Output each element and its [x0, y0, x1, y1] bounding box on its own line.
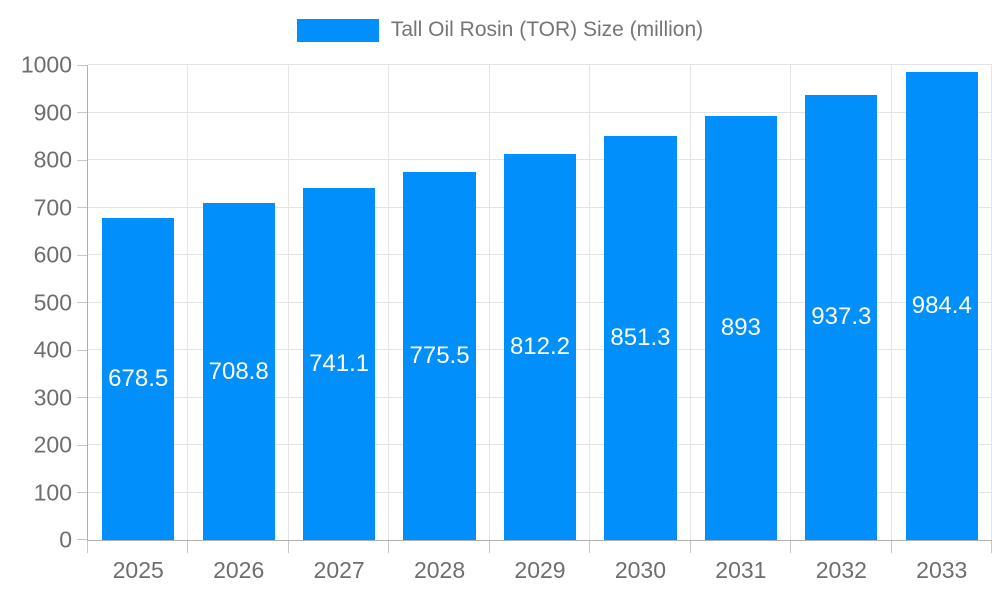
- gridline-vertical: [790, 65, 792, 540]
- bar-2028[interactable]: 775.5: [403, 171, 476, 540]
- bar-value-label: 851.3: [610, 323, 671, 351]
- bar-value-label: 741.1: [309, 349, 370, 377]
- x-axis-label: 2031: [715, 557, 767, 583]
- x-axis-tick: [488, 541, 490, 553]
- gridline-vertical: [589, 65, 591, 540]
- x-axis-label: 2030: [614, 557, 667, 583]
- y-axis-label: 900: [33, 99, 72, 125]
- bar-2031[interactable]: 893: [704, 115, 778, 540]
- x-axis-tick: [890, 541, 892, 553]
- y-axis-label: 700: [33, 194, 72, 220]
- bar-2026[interactable]: 708.8: [202, 203, 275, 540]
- y-axis-tick: [77, 112, 87, 113]
- gridline-vertical: [890, 65, 892, 540]
- y-axis-label: 800: [33, 146, 72, 173]
- y-axis-label: 300: [33, 384, 72, 410]
- x-axis-label: 2032: [815, 557, 867, 583]
- gridline-horizontal: [88, 64, 992, 65]
- legend-swatch: [296, 18, 379, 42]
- bar-value-label: 984.4: [911, 292, 972, 320]
- x-axis-label: 2028: [413, 557, 466, 583]
- gridline-vertical: [388, 65, 390, 540]
- gridline-vertical: [287, 65, 289, 540]
- bar-value-label: 678.5: [108, 364, 169, 392]
- y-axis-label: 1000: [20, 51, 72, 78]
- x-axis-label: 2025: [112, 557, 164, 583]
- x-axis-tick: [991, 541, 992, 553]
- y-axis-label: 600: [33, 241, 72, 268]
- y-axis-tick: [77, 492, 87, 493]
- x-axis-label: 2033: [916, 557, 968, 583]
- x-axis-tick: [689, 541, 691, 553]
- gridline-vertical: [991, 65, 992, 540]
- y-axis-tick: [77, 207, 87, 208]
- y-axis-tick: [77, 64, 87, 66]
- bar-2025[interactable]: 678.5: [102, 217, 175, 540]
- y-axis-label: 500: [33, 289, 72, 315]
- gridline-horizontal: [88, 111, 992, 113]
- gridline-vertical: [488, 65, 490, 540]
- x-axis-tick: [287, 541, 289, 553]
- x-axis-label: 2027: [313, 557, 365, 583]
- bar-2027[interactable]: 741.1: [302, 187, 376, 540]
- legend-label: Tall Oil Rosin (TOR) Size (million): [390, 18, 704, 41]
- bar-value-label: 708.8: [208, 357, 269, 385]
- gridline-vertical: [187, 65, 189, 540]
- y-axis-tick: [77, 159, 87, 161]
- gridline-vertical: [689, 65, 691, 540]
- bar-value-label: 812.2: [509, 333, 571, 361]
- bar-2033[interactable]: 984.4: [905, 72, 978, 540]
- x-axis-tick: [589, 541, 591, 553]
- bar-2032[interactable]: 937.3: [805, 94, 878, 540]
- y-axis-label: 0: [59, 526, 72, 553]
- bar-2029[interactable]: 812.2: [503, 154, 577, 540]
- y-axis-label: 200: [33, 431, 72, 458]
- y-axis-tick: [77, 349, 87, 351]
- x-axis-tick: [388, 541, 390, 553]
- x-axis-label: 2026: [213, 557, 265, 583]
- bar-value-label: 937.3: [811, 303, 872, 331]
- bar-2030[interactable]: 851.3: [604, 135, 677, 540]
- y-axis-tick: [77, 539, 87, 540]
- x-axis-tick: [87, 541, 88, 553]
- y-axis-tick: [77, 444, 87, 446]
- y-axis-tick: [77, 254, 87, 256]
- x-axis-label: 2029: [514, 557, 566, 583]
- bar-value-label: 775.5: [409, 341, 470, 369]
- x-axis-tick: [790, 541, 792, 553]
- x-axis-tick: [187, 541, 189, 553]
- bar-value-label: 893: [720, 313, 761, 341]
- y-axis-tick: [77, 302, 87, 303]
- y-axis-tick: [77, 397, 87, 398]
- y-axis-label: 400: [33, 336, 72, 363]
- plot-area: 0 100 200 300 400 500 600 700 800 900 1000 2025 2026…: [21, 52, 992, 583]
- y-axis-label: 100: [33, 479, 72, 505]
- legend[interactable]: Tall Oil Rosin (TOR) Size (million): [0, 18, 1000, 42]
